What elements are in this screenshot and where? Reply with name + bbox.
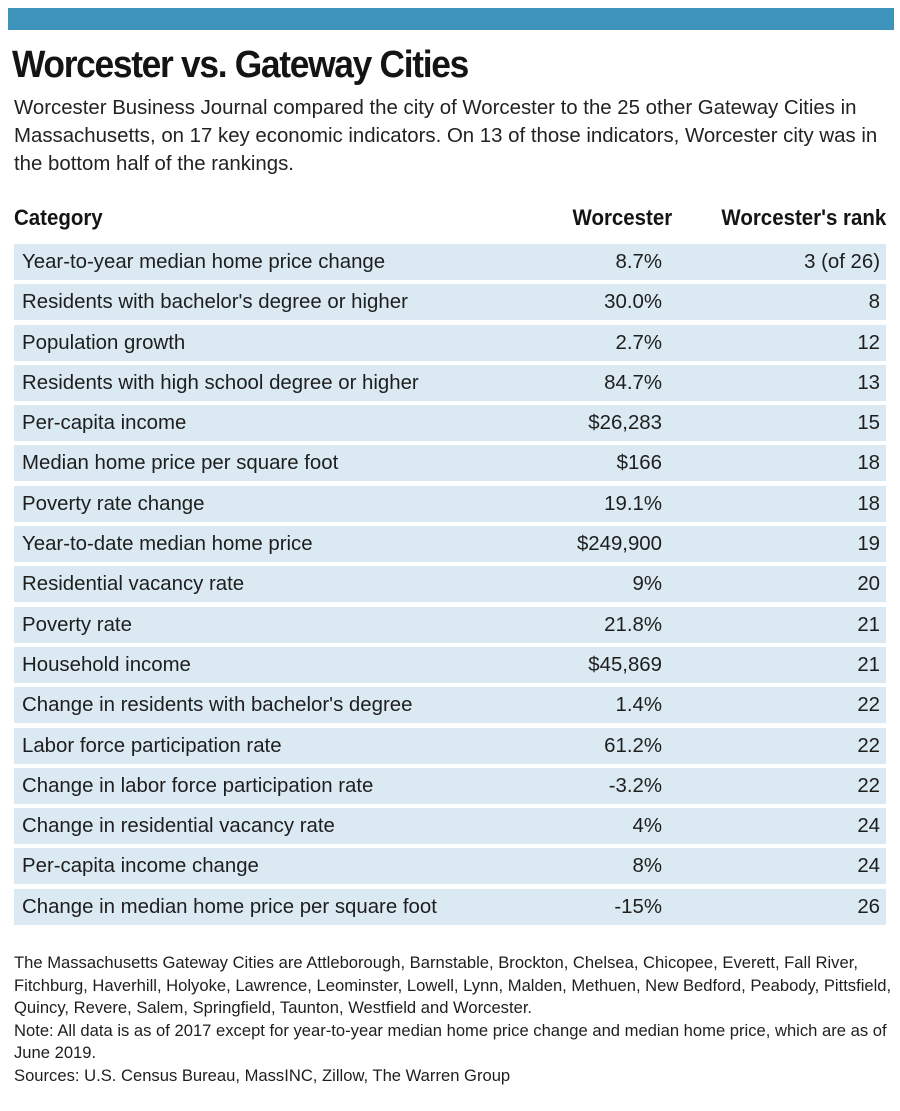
row-category: Residents with bachelor's degree or high… bbox=[22, 291, 408, 314]
row-worcester-value: 9% bbox=[632, 573, 662, 596]
column-header-category: Category bbox=[14, 205, 103, 230]
row-category: Labor force participation rate bbox=[22, 734, 282, 757]
sources-note: Sources: U.S. Census Bureau, MassINC, Zi… bbox=[14, 1065, 511, 1085]
table-row: Residents with bachelor's degree or high… bbox=[14, 284, 886, 321]
table-row: Poverty rate 21.8% 21 bbox=[14, 606, 886, 643]
table-row: Population growth 2.7% 12 bbox=[14, 324, 886, 361]
row-worcester-value: 30.0% bbox=[604, 291, 662, 314]
row-rank: 26 bbox=[857, 895, 880, 918]
row-worcester-value: $166 bbox=[616, 452, 662, 475]
table-row: Year-to-date median home price $249,900 19 bbox=[14, 526, 886, 563]
row-rank: 21 bbox=[857, 613, 880, 636]
column-header-worcester: Worcester bbox=[572, 205, 672, 230]
row-worcester-value: -15% bbox=[614, 895, 662, 918]
row-rank: 18 bbox=[857, 452, 880, 475]
row-worcester-value: 21.8% bbox=[604, 613, 662, 636]
row-rank: 8 bbox=[868, 291, 880, 314]
data-date-note: Note: All data is as of 2017 except for … bbox=[14, 1020, 887, 1063]
intro-text: Worcester Business Journal compared the … bbox=[14, 97, 878, 175]
row-worcester-value: 61.2% bbox=[604, 734, 662, 757]
top-accent-bar bbox=[8, 8, 894, 30]
row-rank: 18 bbox=[857, 492, 880, 515]
table-row: Household income $45,869 21 bbox=[14, 646, 886, 683]
table-row: Change in residential vacancy rate 4% 24 bbox=[14, 808, 886, 845]
row-worcester-value: 84.7% bbox=[604, 371, 662, 394]
row-rank: 15 bbox=[857, 412, 880, 435]
row-rank: 22 bbox=[857, 694, 880, 717]
table-body: Year-to-year median home price change 8.7… bbox=[14, 244, 886, 929]
row-category: Population growth bbox=[22, 331, 186, 354]
row-category: Per-capita income bbox=[22, 412, 187, 435]
row-worcester-value: -3.2% bbox=[608, 774, 662, 797]
table-row: Change in median home price per square f… bbox=[14, 888, 886, 925]
row-worcester-value: 19.1% bbox=[604, 492, 662, 515]
row-rank: 21 bbox=[857, 653, 880, 676]
row-rank: 12 bbox=[857, 331, 880, 354]
row-category: Poverty rate bbox=[22, 613, 132, 636]
table-row: Per-capita income change 8% 24 bbox=[14, 848, 886, 885]
row-worcester-value: $45,869 bbox=[588, 653, 662, 676]
row-category: Year-to-year median home price change bbox=[22, 251, 386, 273]
table-row: Per-capita income $26,283 15 bbox=[14, 405, 886, 442]
row-category: Poverty rate change bbox=[22, 492, 205, 515]
row-rank: 3 (of 26) bbox=[804, 251, 880, 273]
table-row: Year-to-year median home price change 8.7… bbox=[14, 244, 886, 280]
row-rank: 19 bbox=[857, 533, 880, 556]
footnotes: The Massachusetts Gateway Cities are Att… bbox=[14, 952, 894, 1087]
column-header-rank: Worcester's rank bbox=[721, 205, 886, 230]
row-category: Per-capita income change bbox=[22, 855, 259, 878]
row-category: Household income bbox=[22, 653, 191, 676]
table-row: Median home price per square foot $166 18 bbox=[14, 445, 886, 482]
row-category: Median home price per square foot bbox=[22, 452, 339, 475]
row-worcester-value: 1.4% bbox=[615, 694, 662, 717]
row-category: Change in residents with bachelor's degr… bbox=[22, 694, 413, 717]
row-rank: 13 bbox=[857, 371, 880, 394]
row-worcester-value: 8.7% bbox=[615, 251, 662, 273]
table-row: Residents with high school degree or hig… bbox=[14, 364, 886, 401]
row-category: Residential vacancy rate bbox=[22, 573, 245, 596]
table-row: Poverty rate change 19.1% 18 bbox=[14, 485, 886, 522]
row-worcester-value: 2.7% bbox=[615, 331, 662, 354]
row-category: Change in labor force participation rate bbox=[22, 774, 374, 797]
row-category: Year-to-date median home price bbox=[22, 533, 313, 556]
table-row: Labor force participation rate 61.2% 22 bbox=[14, 727, 886, 764]
table-row: Change in residents with bachelor's degr… bbox=[14, 687, 886, 724]
table-row: Change in labor force participation rate… bbox=[14, 767, 886, 804]
row-worcester-value: $26,283 bbox=[588, 412, 662, 435]
row-worcester-value: 4% bbox=[632, 815, 662, 838]
row-category: Change in residential vacancy rate bbox=[22, 815, 335, 838]
row-worcester-value: 8% bbox=[632, 855, 662, 878]
page-title: Worcester vs. Gateway Cities bbox=[12, 44, 469, 86]
row-category: Residents with high school degree or hig… bbox=[22, 371, 419, 394]
row-rank: 24 bbox=[857, 855, 880, 878]
row-worcester-value: $249,900 bbox=[576, 533, 662, 556]
table-header: Category Worcester Worcester's rank bbox=[14, 205, 886, 237]
row-rank: 22 bbox=[857, 734, 880, 757]
gateway-cities-note: The Massachusetts Gateway Cities are Att… bbox=[14, 953, 892, 1017]
row-rank: 20 bbox=[857, 573, 880, 596]
row-rank: 24 bbox=[857, 815, 880, 838]
row-category: Change in median home price per square f… bbox=[22, 895, 437, 918]
table-row: Residential vacancy rate 9% 20 bbox=[14, 566, 886, 603]
row-rank: 22 bbox=[857, 774, 880, 797]
